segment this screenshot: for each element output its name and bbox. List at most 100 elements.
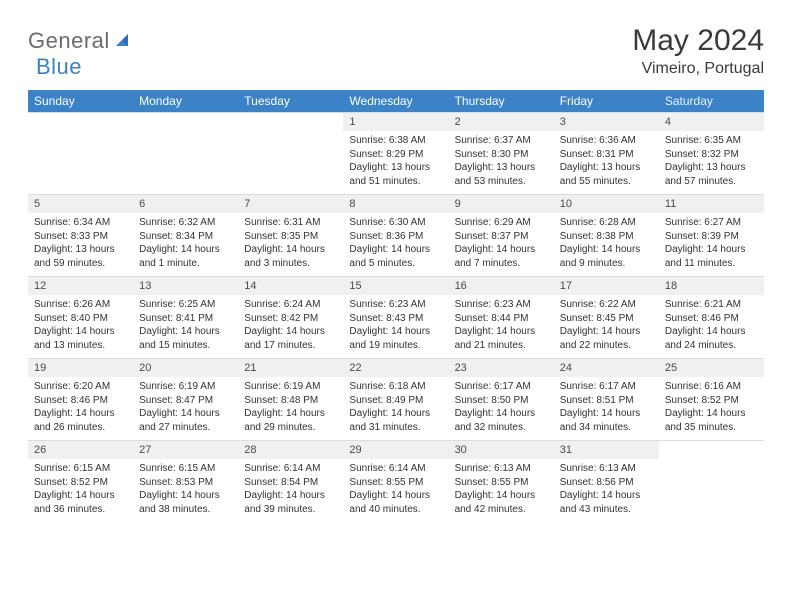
day-number-cell: 2 bbox=[449, 113, 554, 132]
sunset-text: Sunset: 8:46 PM bbox=[34, 394, 127, 408]
sunrise-text: Sunrise: 6:24 AM bbox=[244, 298, 337, 312]
daylight-text: Daylight: 14 hours and 22 minutes. bbox=[560, 325, 653, 352]
day-detail-row: Sunrise: 6:34 AMSunset: 8:33 PMDaylight:… bbox=[28, 213, 764, 277]
daylight-text: Daylight: 14 hours and 31 minutes. bbox=[349, 407, 442, 434]
day-detail-cell: Sunrise: 6:38 AMSunset: 8:29 PMDaylight:… bbox=[343, 131, 448, 195]
sunset-text: Sunset: 8:41 PM bbox=[139, 312, 232, 326]
day-detail-cell bbox=[659, 459, 764, 522]
day-detail-row: Sunrise: 6:20 AMSunset: 8:46 PMDaylight:… bbox=[28, 377, 764, 441]
day-detail-row: Sunrise: 6:15 AMSunset: 8:52 PMDaylight:… bbox=[28, 459, 764, 522]
sunset-text: Sunset: 8:52 PM bbox=[665, 394, 758, 408]
brand-logo: General bbox=[28, 28, 134, 54]
weekday-header: Thursday bbox=[449, 90, 554, 113]
day-number-row: 19202122232425 bbox=[28, 359, 764, 378]
sunset-text: Sunset: 8:40 PM bbox=[34, 312, 127, 326]
day-detail-cell: Sunrise: 6:21 AMSunset: 8:46 PMDaylight:… bbox=[659, 295, 764, 359]
sunrise-text: Sunrise: 6:36 AM bbox=[560, 134, 653, 148]
sunrise-text: Sunrise: 6:17 AM bbox=[455, 380, 548, 394]
day-number-cell: 1 bbox=[343, 113, 448, 132]
daylight-text: Daylight: 14 hours and 11 minutes. bbox=[665, 243, 758, 270]
weekday-header: Wednesday bbox=[343, 90, 448, 113]
day-number-cell: 5 bbox=[28, 195, 133, 214]
sunrise-text: Sunrise: 6:16 AM bbox=[665, 380, 758, 394]
brand-part2: Blue bbox=[36, 54, 82, 80]
day-number-cell: 6 bbox=[133, 195, 238, 214]
sunrise-text: Sunrise: 6:21 AM bbox=[665, 298, 758, 312]
daylight-text: Daylight: 13 hours and 51 minutes. bbox=[349, 161, 442, 188]
day-detail-cell: Sunrise: 6:13 AMSunset: 8:56 PMDaylight:… bbox=[554, 459, 659, 522]
sunrise-text: Sunrise: 6:32 AM bbox=[139, 216, 232, 230]
sunrise-text: Sunrise: 6:14 AM bbox=[244, 462, 337, 476]
sunset-text: Sunset: 8:49 PM bbox=[349, 394, 442, 408]
daylight-text: Daylight: 13 hours and 57 minutes. bbox=[665, 161, 758, 188]
sunset-text: Sunset: 8:48 PM bbox=[244, 394, 337, 408]
day-detail-cell: Sunrise: 6:27 AMSunset: 8:39 PMDaylight:… bbox=[659, 213, 764, 277]
sunset-text: Sunset: 8:37 PM bbox=[455, 230, 548, 244]
calendar-header-row: SundayMondayTuesdayWednesdayThursdayFrid… bbox=[28, 90, 764, 113]
sunrise-text: Sunrise: 6:31 AM bbox=[244, 216, 337, 230]
day-detail-cell: Sunrise: 6:14 AMSunset: 8:55 PMDaylight:… bbox=[343, 459, 448, 522]
daylight-text: Daylight: 14 hours and 17 minutes. bbox=[244, 325, 337, 352]
day-number-cell: 13 bbox=[133, 277, 238, 296]
sunset-text: Sunset: 8:54 PM bbox=[244, 476, 337, 490]
day-detail-row: Sunrise: 6:38 AMSunset: 8:29 PMDaylight:… bbox=[28, 131, 764, 195]
sunrise-text: Sunrise: 6:15 AM bbox=[139, 462, 232, 476]
day-detail-cell: Sunrise: 6:15 AMSunset: 8:52 PMDaylight:… bbox=[28, 459, 133, 522]
day-detail-row: Sunrise: 6:26 AMSunset: 8:40 PMDaylight:… bbox=[28, 295, 764, 359]
sunset-text: Sunset: 8:44 PM bbox=[455, 312, 548, 326]
sunset-text: Sunset: 8:45 PM bbox=[560, 312, 653, 326]
day-number-cell bbox=[659, 441, 764, 460]
daylight-text: Daylight: 14 hours and 42 minutes. bbox=[455, 489, 548, 516]
day-number-cell: 10 bbox=[554, 195, 659, 214]
day-detail-cell bbox=[133, 131, 238, 195]
day-detail-cell: Sunrise: 6:37 AMSunset: 8:30 PMDaylight:… bbox=[449, 131, 554, 195]
day-detail-cell: Sunrise: 6:29 AMSunset: 8:37 PMDaylight:… bbox=[449, 213, 554, 277]
day-detail-cell: Sunrise: 6:18 AMSunset: 8:49 PMDaylight:… bbox=[343, 377, 448, 441]
daylight-text: Daylight: 14 hours and 39 minutes. bbox=[244, 489, 337, 516]
sunrise-text: Sunrise: 6:19 AM bbox=[139, 380, 232, 394]
daylight-text: Daylight: 14 hours and 13 minutes. bbox=[34, 325, 127, 352]
day-number-cell bbox=[28, 113, 133, 132]
day-number-cell: 7 bbox=[238, 195, 343, 214]
daylight-text: Daylight: 14 hours and 1 minute. bbox=[139, 243, 232, 270]
sunset-text: Sunset: 8:56 PM bbox=[560, 476, 653, 490]
header: General May 2024 Vimeiro, Portugal bbox=[28, 24, 764, 78]
sunrise-text: Sunrise: 6:13 AM bbox=[560, 462, 653, 476]
day-number-cell: 19 bbox=[28, 359, 133, 378]
daylight-text: Daylight: 14 hours and 19 minutes. bbox=[349, 325, 442, 352]
day-detail-cell: Sunrise: 6:24 AMSunset: 8:42 PMDaylight:… bbox=[238, 295, 343, 359]
daylight-text: Daylight: 14 hours and 35 minutes. bbox=[665, 407, 758, 434]
sunrise-text: Sunrise: 6:29 AM bbox=[455, 216, 548, 230]
day-number-cell: 4 bbox=[659, 113, 764, 132]
day-number-row: 12131415161718 bbox=[28, 277, 764, 296]
day-detail-cell bbox=[28, 131, 133, 195]
sunset-text: Sunset: 8:34 PM bbox=[139, 230, 232, 244]
daylight-text: Daylight: 13 hours and 53 minutes. bbox=[455, 161, 548, 188]
day-detail-cell: Sunrise: 6:23 AMSunset: 8:44 PMDaylight:… bbox=[449, 295, 554, 359]
weekday-header: Monday bbox=[133, 90, 238, 113]
sunset-text: Sunset: 8:43 PM bbox=[349, 312, 442, 326]
day-number-cell: 26 bbox=[28, 441, 133, 460]
day-detail-cell: Sunrise: 6:31 AMSunset: 8:35 PMDaylight:… bbox=[238, 213, 343, 277]
day-number-cell: 25 bbox=[659, 359, 764, 378]
day-number-cell: 9 bbox=[449, 195, 554, 214]
day-detail-cell: Sunrise: 6:19 AMSunset: 8:47 PMDaylight:… bbox=[133, 377, 238, 441]
sunrise-text: Sunrise: 6:23 AM bbox=[455, 298, 548, 312]
daylight-text: Daylight: 14 hours and 32 minutes. bbox=[455, 407, 548, 434]
day-number-cell: 29 bbox=[343, 441, 448, 460]
sunrise-text: Sunrise: 6:27 AM bbox=[665, 216, 758, 230]
day-detail-cell: Sunrise: 6:25 AMSunset: 8:41 PMDaylight:… bbox=[133, 295, 238, 359]
sunrise-text: Sunrise: 6:28 AM bbox=[560, 216, 653, 230]
day-detail-cell: Sunrise: 6:22 AMSunset: 8:45 PMDaylight:… bbox=[554, 295, 659, 359]
daylight-text: Daylight: 14 hours and 5 minutes. bbox=[349, 243, 442, 270]
sunrise-text: Sunrise: 6:13 AM bbox=[455, 462, 548, 476]
sunrise-text: Sunrise: 6:17 AM bbox=[560, 380, 653, 394]
daylight-text: Daylight: 14 hours and 26 minutes. bbox=[34, 407, 127, 434]
day-number-cell: 16 bbox=[449, 277, 554, 296]
location: Vimeiro, Portugal bbox=[632, 60, 764, 78]
day-number-cell: 21 bbox=[238, 359, 343, 378]
daylight-text: Daylight: 14 hours and 3 minutes. bbox=[244, 243, 337, 270]
day-number-cell: 24 bbox=[554, 359, 659, 378]
day-number-cell bbox=[133, 113, 238, 132]
sunset-text: Sunset: 8:55 PM bbox=[455, 476, 548, 490]
